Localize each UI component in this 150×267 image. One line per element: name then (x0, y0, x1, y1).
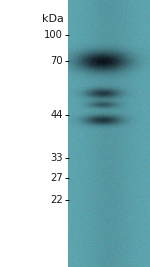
Text: kDa: kDa (42, 14, 64, 24)
Text: 27: 27 (50, 173, 63, 183)
Text: 100: 100 (44, 30, 63, 40)
Text: 33: 33 (51, 152, 63, 163)
Text: 44: 44 (51, 110, 63, 120)
Text: 70: 70 (50, 56, 63, 66)
Text: 22: 22 (50, 195, 63, 205)
